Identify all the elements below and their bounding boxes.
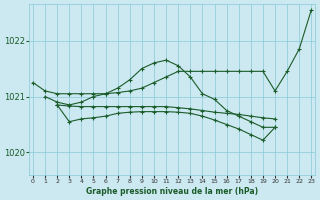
X-axis label: Graphe pression niveau de la mer (hPa): Graphe pression niveau de la mer (hPa): [86, 187, 258, 196]
